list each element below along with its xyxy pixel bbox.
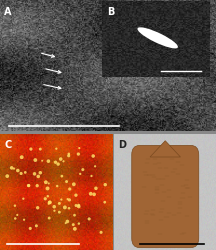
Point [20, 155, 23, 159]
Point [60, 174, 64, 178]
Point [68, 187, 71, 191]
Point [24, 170, 27, 174]
Point [67, 154, 70, 158]
Point [48, 216, 51, 220]
Point [56, 162, 60, 166]
Point [16, 168, 19, 172]
Point [14, 216, 17, 220]
Point [92, 192, 96, 196]
Point [81, 168, 84, 172]
Point [77, 222, 81, 226]
Point [58, 202, 61, 205]
Point [74, 204, 78, 208]
Point [68, 198, 71, 202]
Point [47, 182, 51, 186]
Point [77, 204, 81, 208]
Point [39, 171, 42, 175]
Point [87, 217, 91, 221]
Point [103, 200, 106, 204]
FancyBboxPatch shape [132, 146, 199, 248]
Text: D: D [119, 140, 127, 149]
Point [71, 223, 75, 227]
Point [56, 184, 59, 188]
Point [58, 210, 61, 214]
Point [29, 147, 33, 151]
Point [73, 227, 77, 231]
Point [66, 197, 69, 201]
Point [44, 180, 48, 184]
Point [66, 220, 69, 224]
Point [35, 224, 38, 228]
Point [27, 184, 30, 188]
Point [40, 159, 44, 163]
Point [53, 209, 56, 213]
Point [77, 203, 80, 207]
Point [47, 202, 50, 206]
Point [89, 192, 92, 196]
Point [48, 200, 51, 204]
Point [94, 186, 98, 190]
Point [44, 197, 47, 201]
Ellipse shape [137, 27, 178, 48]
Point [63, 205, 67, 209]
Point [10, 166, 13, 170]
Point [12, 166, 16, 170]
Point [91, 154, 95, 158]
Polygon shape [150, 141, 181, 157]
Point [59, 157, 62, 161]
Point [37, 174, 40, 178]
Point [54, 160, 57, 164]
Point [72, 182, 76, 186]
Point [46, 194, 49, 198]
Text: C: C [5, 140, 12, 149]
Point [64, 221, 67, 225]
Point [22, 197, 25, 201]
Point [62, 159, 65, 163]
Point [99, 230, 103, 234]
Point [22, 218, 26, 222]
Point [52, 205, 56, 209]
Point [13, 204, 17, 208]
Point [48, 200, 52, 204]
Text: A: A [4, 6, 12, 16]
Point [19, 172, 23, 175]
Point [33, 172, 36, 176]
Point [73, 213, 76, 217]
Point [46, 186, 49, 190]
Point [93, 164, 97, 168]
Point [36, 206, 39, 210]
Point [60, 198, 63, 202]
Point [6, 174, 9, 178]
Point [29, 226, 32, 230]
Point [78, 172, 82, 176]
Point [78, 146, 81, 150]
Point [67, 206, 71, 210]
Point [77, 152, 80, 156]
Point [38, 147, 42, 151]
Point [103, 183, 107, 187]
Point [65, 180, 68, 184]
Point [33, 158, 37, 162]
Point [47, 159, 50, 163]
Text: B: B [107, 7, 114, 17]
Point [16, 213, 19, 217]
Point [67, 152, 70, 156]
Point [27, 184, 30, 188]
Point [55, 147, 58, 151]
Point [90, 174, 93, 178]
Point [35, 184, 39, 188]
Point [74, 193, 78, 197]
